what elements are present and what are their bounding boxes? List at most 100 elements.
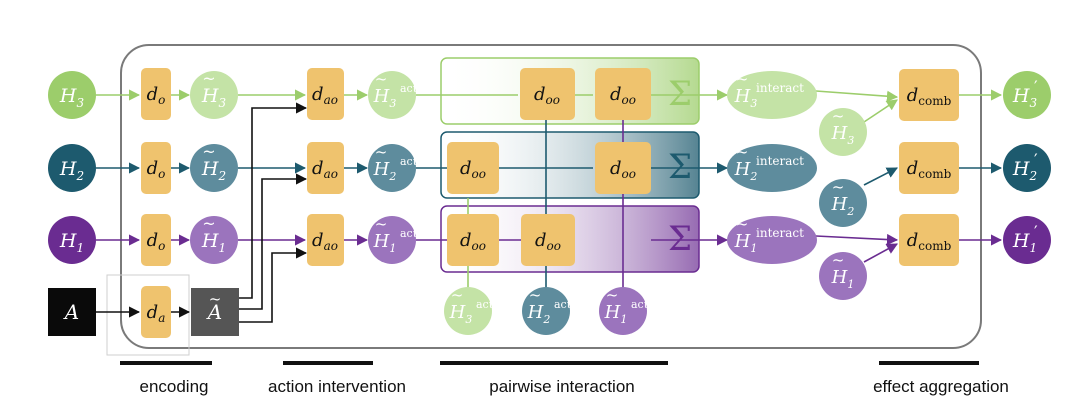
svg-text:H2: H2 <box>59 158 84 183</box>
input-action-node: A <box>48 288 96 336</box>
aggregation-skip-h2: H2 ~ <box>819 178 867 227</box>
svg-text:~: ~ <box>832 178 845 196</box>
action-h1-node: H1 act ~ <box>368 215 418 264</box>
input-h1-node: H1 <box>48 216 96 264</box>
svg-text:~: ~ <box>209 290 222 308</box>
action-block-dao-h2: dao <box>307 142 344 194</box>
interact-h2-node: H2 interact ~ <box>727 143 817 192</box>
svg-text:dcomb: dcomb <box>907 158 952 181</box>
svg-text:dcomb: dcomb <box>907 85 952 108</box>
aggregation-dcomb-h1: dcomb <box>899 214 959 266</box>
svg-text:H3: H3 <box>831 123 855 147</box>
stage-label-action: action intervention <box>268 377 406 396</box>
row-a-lines <box>96 102 308 323</box>
interact-h1-node: H1 interact ~ <box>727 215 817 264</box>
svg-text:doo: doo <box>460 158 486 181</box>
pairwise-doo-h3-a: doo <box>520 68 575 120</box>
aggregation-skip-h1: H1 ~ <box>819 251 867 300</box>
svg-text:~: ~ <box>202 214 215 233</box>
svg-text:H2: H2 <box>201 158 226 183</box>
row-h3-lines <box>96 89 1003 290</box>
svg-text:H1: H1 <box>604 302 628 326</box>
svg-text:interact: interact <box>756 226 804 240</box>
svg-text:doo: doo <box>534 84 560 107</box>
stage-label-pairwise: pairwise interaction <box>489 377 635 396</box>
output-h1-node: H1 ′ <box>1003 216 1051 264</box>
svg-text:H2: H2 <box>831 194 855 218</box>
svg-text:H3: H3 <box>1012 85 1038 110</box>
pairwise-doo-h3-b: doo <box>595 68 651 120</box>
sum-icon-h2: Σ <box>668 147 692 187</box>
svg-text:′: ′ <box>1034 77 1038 96</box>
svg-text:H1: H1 <box>831 267 855 291</box>
svg-text:act: act <box>400 82 418 95</box>
svg-text:da: da <box>147 302 166 325</box>
svg-text:H2: H2 <box>734 159 758 183</box>
action-block-dao-h1: dao <box>307 214 344 266</box>
input-h3-node: H3 <box>48 71 96 119</box>
svg-text:H3: H3 <box>449 302 473 326</box>
stage-label-encoding: encoding <box>139 377 208 396</box>
svg-text:dcomb: dcomb <box>907 230 952 253</box>
svg-text:~: ~ <box>202 69 215 88</box>
svg-text:H2: H2 <box>1012 158 1037 183</box>
encoded-h2-node: H2 ~ <box>190 142 238 192</box>
svg-text:do: do <box>147 230 166 253</box>
encoder-do-h1: do <box>141 214 171 266</box>
svg-text:doo: doo <box>460 230 486 253</box>
encoder-do-h3: do <box>141 68 171 120</box>
aggregation-skip-h3: H3 ~ <box>819 107 867 156</box>
pairwise-doo-h2-b: doo <box>595 142 651 194</box>
svg-text:interact: interact <box>756 81 804 95</box>
svg-text:~: ~ <box>736 143 749 161</box>
svg-text:doo: doo <box>610 84 636 107</box>
stage-bar-aggregation <box>879 361 979 365</box>
svg-text:act: act <box>400 227 418 240</box>
input-h2-node: H2 <box>48 144 96 192</box>
svg-text:~: ~ <box>375 143 388 161</box>
output-h2-node: H2 ′ <box>1003 144 1051 192</box>
svg-text:~: ~ <box>375 215 388 233</box>
stage-bar-pairwise <box>440 361 668 365</box>
encoded-h1-node: H1 ~ <box>190 214 238 264</box>
svg-text:dao: dao <box>312 84 338 107</box>
svg-text:act: act <box>554 298 572 311</box>
svg-text:A: A <box>206 300 222 324</box>
svg-text:H3: H3 <box>201 85 227 110</box>
svg-text:A: A <box>63 300 79 324</box>
stage-bar-action <box>283 361 373 365</box>
pairwise-doo-h1-b: doo <box>521 214 575 266</box>
interact-h3-node: H3 interact ~ <box>727 70 817 119</box>
svg-text:H3: H3 <box>373 86 397 110</box>
output-h3-node: H3 ′ <box>1003 71 1051 119</box>
svg-text:do: do <box>147 158 166 181</box>
svg-text:~: ~ <box>832 251 845 269</box>
pairwise-input-h1-act: H1 act ~ <box>599 286 649 335</box>
svg-text:H1: H1 <box>373 231 397 255</box>
aggregation-dcomb-h2: dcomb <box>899 142 959 194</box>
encoder-da: da <box>141 286 171 338</box>
svg-text:H1: H1 <box>1012 230 1037 255</box>
pairwise-input-h3-act: H3 act ~ <box>444 286 494 335</box>
svg-text:H3: H3 <box>734 86 758 110</box>
action-h3-node: H3 act ~ <box>368 70 418 119</box>
stage-label-aggregation: effect aggregation <box>873 377 1009 396</box>
svg-text:~: ~ <box>832 107 845 125</box>
pairwise-input-h2-act: H2 act ~ <box>522 286 572 335</box>
svg-text:act: act <box>631 298 649 311</box>
svg-text:′: ′ <box>1034 222 1038 241</box>
pairwise-doo-h1-a: doo <box>447 214 499 266</box>
svg-text:interact: interact <box>756 154 804 168</box>
svg-text:H2: H2 <box>527 302 551 326</box>
svg-text:~: ~ <box>606 286 619 304</box>
svg-text:H1: H1 <box>59 230 84 255</box>
action-h2-node: H2 act ~ <box>368 143 418 192</box>
svg-text:~: ~ <box>529 286 542 304</box>
svg-text:H2: H2 <box>373 159 397 183</box>
svg-text:~: ~ <box>202 142 215 161</box>
svg-text:~: ~ <box>375 70 388 88</box>
pipeline-frame <box>120 44 982 349</box>
svg-text:do: do <box>147 84 166 107</box>
svg-text:dao: dao <box>312 230 338 253</box>
